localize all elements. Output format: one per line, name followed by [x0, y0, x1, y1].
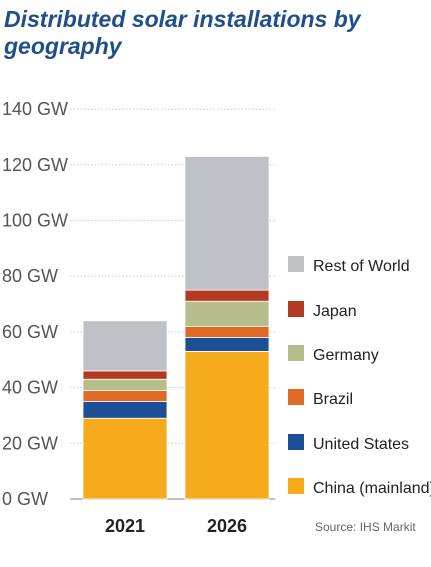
legend-label: Japan [313, 303, 357, 320]
y-tick-label: 120 GW [2, 155, 68, 175]
legend-swatch [288, 434, 304, 450]
y-tick-label: 80 GW [2, 266, 58, 286]
legend-swatch [288, 389, 304, 405]
y-tick-label: 60 GW [2, 322, 58, 342]
bar-stacks [82, 156, 270, 500]
x-category-label: 2026 [207, 516, 247, 536]
bar-segment [184, 325, 270, 338]
legend-swatch [288, 478, 304, 494]
y-tick-label: 100 GW [2, 211, 68, 231]
bar-segment [82, 370, 168, 380]
bar-segment [82, 401, 168, 419]
x-category-label: 2021 [105, 516, 145, 536]
y-tick-label: 40 GW [2, 378, 58, 398]
legend: China (mainland) United States Brazil Germa… [288, 256, 431, 497]
bar-segment [184, 289, 270, 302]
legend-label: Germany [313, 347, 379, 364]
source-note: Source: IHS Markit [315, 520, 416, 534]
bar-segment [184, 156, 270, 291]
bar-segment [184, 350, 270, 500]
chart-title: Distributed solar installations by geogr… [4, 6, 361, 59]
bar-segment [82, 389, 168, 402]
legend-label: Brazil [313, 391, 353, 408]
bar-segment [82, 378, 168, 391]
legend-label: China (mainland) [313, 480, 431, 497]
bar-segment [184, 337, 270, 352]
legend-label: Rest of World [313, 258, 410, 275]
bar-segment [82, 320, 168, 372]
y-axis-tick-labels: 0 GW 20 GW 40 GW 60 GW 80 GW 100 GW 120 GW 140 … [2, 99, 68, 509]
bar-segment [82, 417, 168, 500]
y-tick-label: 20 GW [2, 433, 58, 453]
legend-swatch [288, 301, 304, 317]
x-axis-category-labels: 2021 2026 [105, 516, 247, 536]
bar-segment [184, 300, 270, 327]
y-tick-label: 0 GW [2, 489, 48, 509]
legend-swatch [288, 345, 304, 361]
legend-label: United States [313, 436, 409, 453]
legend-swatch [288, 256, 304, 272]
y-tick-label: 140 GW [2, 99, 68, 119]
